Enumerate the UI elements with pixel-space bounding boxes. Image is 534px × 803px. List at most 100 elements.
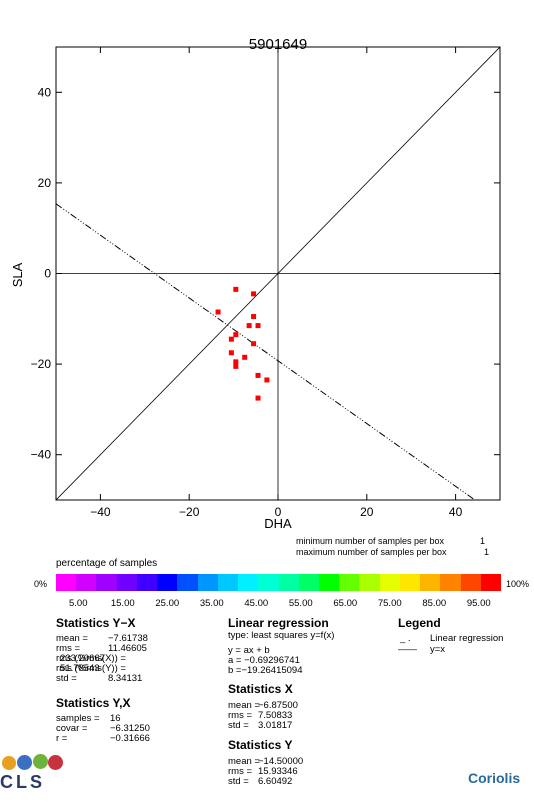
colorbar-cell (359, 574, 381, 591)
stat-key: rms = (56, 643, 81, 654)
stat-row: mean = −7.61738 (56, 634, 148, 644)
colorbar-cell (379, 574, 401, 591)
data-point (255, 323, 261, 329)
stat-key: mean = (56, 633, 88, 644)
stat-row: mean =−6.87500 (228, 701, 298, 711)
colorbar-cell (480, 574, 502, 591)
colorbar-cell (238, 574, 259, 591)
cls-logo-circle-red-icon (48, 755, 63, 770)
min-samples-value: 1 (480, 536, 486, 546)
x-tick-label: −20 (179, 505, 200, 519)
data-point (246, 323, 252, 329)
colorbar-tick-label: 15.00 (110, 598, 135, 609)
colorbar-cell (339, 574, 360, 591)
data-point (228, 350, 234, 356)
stat-key: r = (56, 733, 68, 744)
linreg-title: Linear regression (228, 616, 329, 630)
linreg-equation: y = ax + b (228, 645, 270, 656)
x-tick-label: 20 (360, 505, 374, 519)
data-point (228, 336, 234, 342)
stat-key: std = (228, 720, 249, 731)
stat-row: r = −0.31666 (56, 734, 150, 744)
stat-value: −14.50000 (258, 756, 304, 767)
colorbar-cell (56, 574, 77, 591)
cls-logo-text: CLS (0, 772, 45, 792)
linreg-a: a = −0.69296741 (228, 655, 300, 666)
stat-key: rms = (228, 766, 253, 777)
diagonal-line (56, 47, 500, 500)
colorbar-cell (197, 574, 219, 591)
colorbar-cell (76, 574, 97, 591)
colorbar-cell (318, 574, 340, 591)
colorbar-tick-label: 65.00 (333, 598, 358, 609)
data-point (233, 359, 239, 365)
stat-row: rms = 7.50833 (228, 711, 292, 721)
legend-regression-label: Linear regression (430, 633, 504, 644)
colorbar-tick-label: 5.00 (69, 598, 88, 609)
stat-value: 3.01817 (258, 720, 293, 731)
stat-row: std = 3.01817 (228, 721, 292, 731)
data-point (215, 309, 221, 315)
data-point (264, 377, 270, 383)
y-tick-label: −20 (31, 357, 52, 371)
colorbar-title: percentage of samples (56, 558, 158, 569)
stat-row: rms (%rms(X)) =233.20667 (56, 653, 126, 664)
legend-diagonal-symbol: —— (398, 644, 417, 655)
stat-value: 16 (110, 713, 121, 724)
cls-logo-circle-green-icon (33, 754, 48, 769)
max-samples-value: 1 (484, 547, 490, 557)
stat-value: −6.87500 (258, 700, 298, 711)
stats-yx-title: Statistics Y−X (56, 616, 136, 630)
colorbar-cell (116, 574, 138, 591)
y-tick-label: 40 (38, 85, 52, 99)
max-samples-label: maximum number of samples per box (296, 547, 447, 557)
cls-logo-circle-orange-icon (2, 756, 16, 770)
cls-logo: CLS (0, 752, 64, 800)
stat-value: −0.31666 (110, 733, 150, 744)
stat-key: mean = (228, 700, 260, 711)
cls-logo-circle-blue-icon (17, 755, 32, 770)
colorbar-cell (399, 574, 421, 591)
data-point (233, 363, 239, 369)
data-point (233, 286, 239, 292)
stat-key: std = (228, 776, 249, 787)
stat-value: 11.46605 (108, 643, 147, 654)
colorbar-cell (157, 574, 178, 591)
colorbar-cell (136, 574, 158, 591)
legend-regression-symbol: _ . (400, 633, 411, 644)
colorbar-cell (420, 574, 441, 591)
data-point (251, 291, 257, 297)
min-samples-label: minimum number of samples per box (296, 536, 445, 546)
x-tick-label: 40 (449, 505, 463, 519)
stat-value: 233.20667 (60, 653, 105, 664)
stat-value: −7.61738 (108, 633, 148, 644)
stats-y-title: Statistics Y (228, 738, 293, 752)
stat-key: rms = (228, 710, 253, 721)
stat-row: std = 6.60492 (228, 777, 292, 787)
stat-key: covar = (56, 723, 88, 734)
linreg-type: type: least squares y=f(x) (228, 630, 335, 641)
stat-row: mean =−14.50000 (228, 757, 303, 767)
colorbar-tick-label: 95.00 (466, 598, 491, 609)
stat-key: samples = (56, 713, 100, 724)
y-axis-label: SLA (10, 262, 25, 287)
colorbar-tick-label: 55.00 (288, 598, 313, 609)
stat-row: samples = 16 (56, 714, 121, 724)
stat-value: 51.78543 (60, 663, 100, 674)
colorbar-tick-label: 25.00 (155, 598, 180, 609)
stats-y-x-title: Statistics Y,X (56, 696, 131, 710)
data-point (233, 332, 239, 338)
x-tick-label: −40 (90, 505, 111, 519)
regression-line (56, 203, 476, 500)
stat-value: 7.50833 (258, 710, 293, 721)
stat-row: rms = 11.46605 (56, 644, 147, 654)
colorbar-tick-label: 85.00 (422, 598, 447, 609)
legend-title: Legend (398, 616, 441, 630)
stat-row: rms = 15.93346 (228, 767, 298, 777)
colorbar-cell (258, 574, 279, 591)
colorbar-cell (96, 574, 118, 591)
stat-row: covar = −6.31250 (56, 724, 150, 734)
colorbar-max-label: 100% (506, 579, 530, 589)
stat-key: std = (56, 673, 77, 684)
colorbar-tick-label: 45.00 (244, 598, 269, 609)
